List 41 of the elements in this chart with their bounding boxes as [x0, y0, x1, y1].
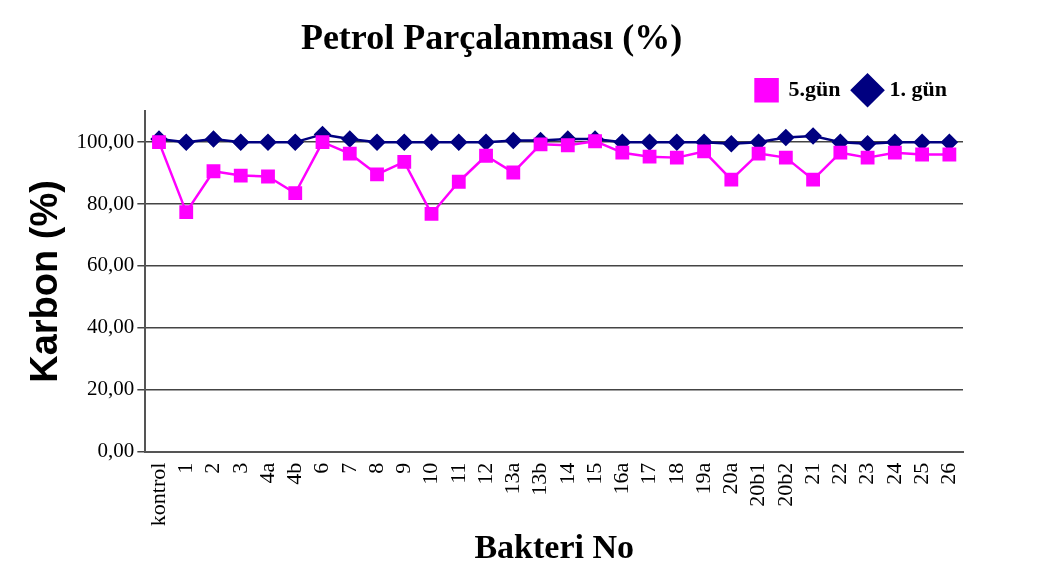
x-tick-label: 11	[444, 462, 470, 484]
x-tick-label: 20b1	[744, 462, 770, 507]
x-tick-label: 10	[417, 462, 443, 485]
legend-label: 5.gün	[788, 75, 841, 101]
x-tick-label: 13a	[499, 462, 525, 495]
x-tick-label: 13b	[526, 462, 552, 496]
x-tick-label: 20b2	[771, 462, 797, 507]
x-tick-label: 15	[580, 462, 606, 485]
chart-title: Petrol Parçalanması (%)	[300, 16, 683, 57]
y-axis-title: Karbon (%)	[23, 180, 66, 383]
x-tick-label: 4a	[253, 462, 279, 484]
x-tick-label: kontrol	[144, 462, 170, 527]
y-tick-label: 100,00	[76, 128, 135, 153]
x-tick-label: 14	[553, 462, 579, 485]
y-tick-label: 80,00	[87, 190, 135, 215]
x-tick-label: 17	[635, 462, 661, 485]
x-tick-label: 4b	[281, 462, 307, 485]
x-tick-label: 25	[907, 462, 933, 485]
x-tick-label: 16a	[608, 462, 634, 495]
x-tick-label: 3	[226, 462, 252, 474]
x-tick-label: 22	[826, 462, 852, 485]
x-tick-label: 9	[390, 462, 416, 474]
y-tick-label: 20,00	[87, 376, 135, 401]
x-tick-label: 7	[335, 462, 361, 474]
y-tick-label: 0,00	[97, 438, 135, 463]
x-tick-label: 6	[308, 462, 334, 474]
x-axis-title: Bakteri No	[474, 528, 634, 566]
x-tick-label: 23	[853, 462, 879, 485]
x-tick-label: 2	[199, 462, 225, 474]
x-tick-label: 26	[935, 462, 961, 485]
x-tick-label: 21	[798, 462, 824, 485]
x-tick-label: 19a	[689, 462, 715, 495]
x-tick-label: 18	[662, 462, 688, 485]
legend-label: 1. gün	[889, 75, 948, 101]
x-tick-label: 24	[880, 462, 906, 485]
y-tick-label: 40,00	[87, 314, 135, 339]
y-tick-label: 60,00	[87, 252, 135, 277]
x-tick-label: 12	[471, 462, 497, 485]
x-tick-label: 1	[172, 462, 198, 474]
x-tick-label: 8	[362, 462, 388, 474]
x-tick-label: 20a	[717, 462, 743, 495]
